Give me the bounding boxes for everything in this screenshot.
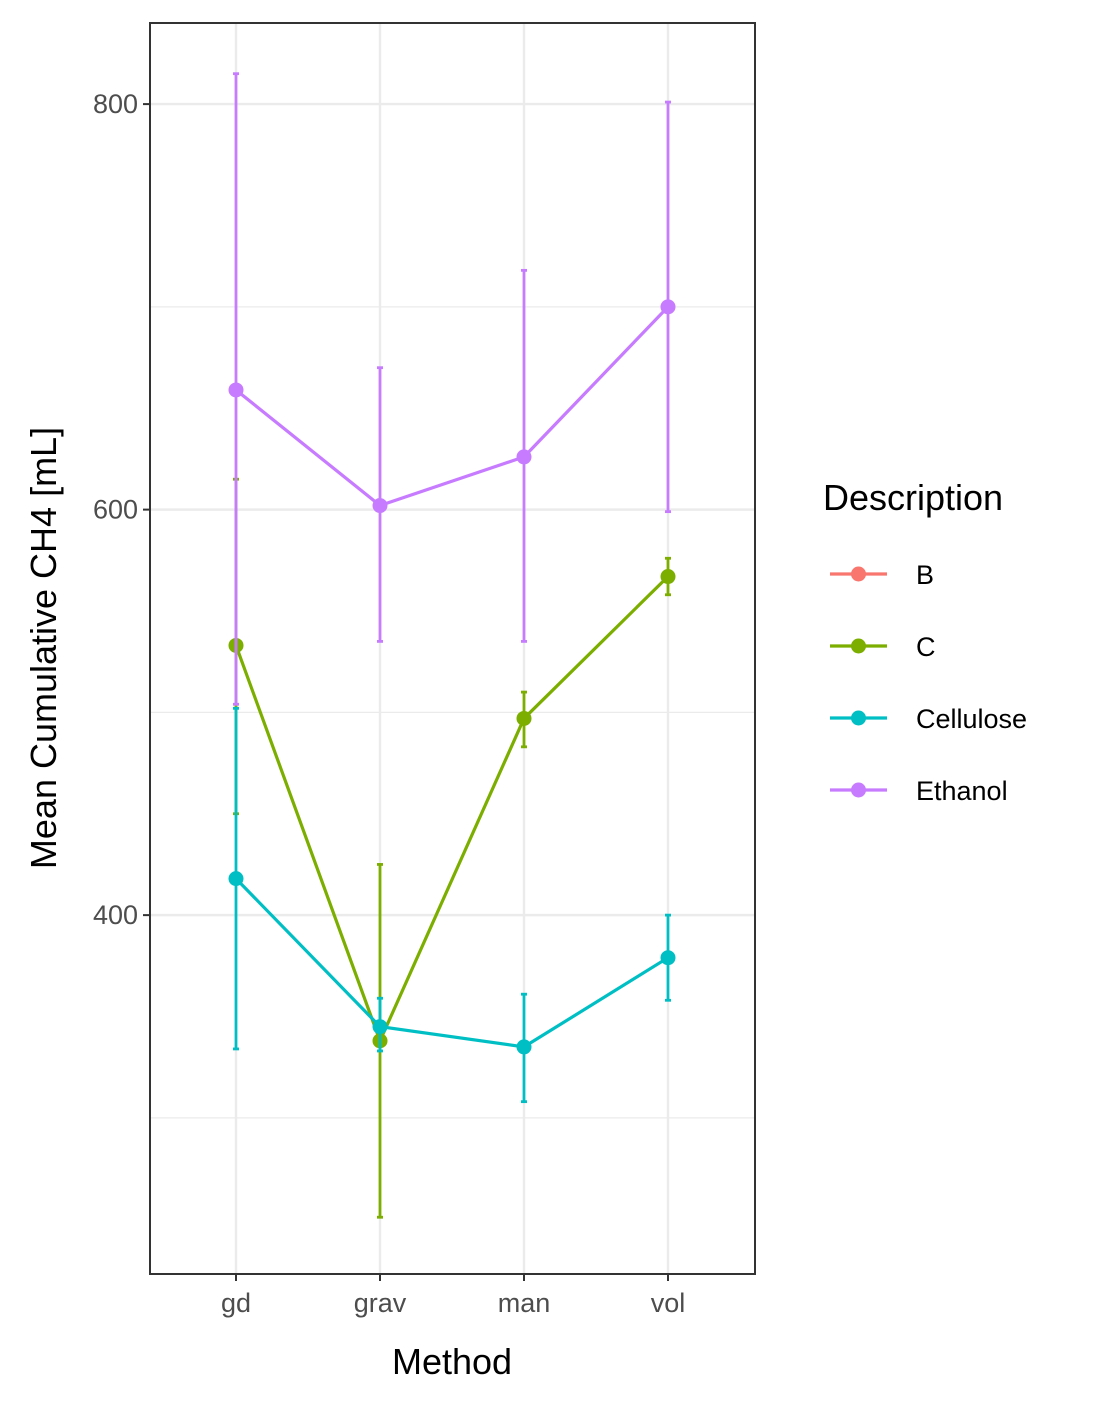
data-point-cellulose-gd <box>228 871 244 887</box>
legend: Description B C Cellulose Ethanol <box>823 477 1027 806</box>
data-point-cellulose-man <box>516 1039 532 1055</box>
legend-label-ethanol: Ethanol <box>916 776 1008 806</box>
series-line-c <box>234 575 670 1043</box>
series-line-cellulose <box>234 877 669 1049</box>
legend-key-point <box>851 638 866 654</box>
data-point-ethanol-gd <box>228 382 244 398</box>
x-tick-label-grav: grav <box>354 1288 407 1318</box>
data-point-cellulose-vol <box>660 950 676 966</box>
y-tick-label: 600 <box>93 495 138 525</box>
x-tick-label-gd: gd <box>221 1288 251 1318</box>
legend-key-point <box>851 566 866 582</box>
legend-label-c: C <box>916 632 936 662</box>
panel-border <box>149 22 756 1275</box>
legend-item-b: B <box>830 560 934 590</box>
x-tick-label-man: man <box>498 1288 551 1318</box>
legend-key-point <box>851 782 866 798</box>
legend-item-cellulose: Cellulose <box>830 704 1027 734</box>
series-cellulose <box>228 706 676 1104</box>
data-point-cellulose-grav <box>372 1019 388 1035</box>
x-axis-title: Method <box>392 1341 512 1382</box>
y-tick-label: 400 <box>93 900 138 930</box>
x-tick-label-vol: vol <box>651 1288 686 1318</box>
data-point-ethanol-man <box>516 449 532 465</box>
grid-minor <box>150 306 755 1119</box>
series-ethanol <box>228 72 676 706</box>
legend-label-b: B <box>916 560 934 590</box>
legend-label-cellulose: Cellulose <box>916 704 1027 734</box>
series-line-ethanol <box>234 305 670 508</box>
y-axis-title: Mean Cumulative CH4 [mL] <box>23 427 64 869</box>
data-point-ethanol-grav <box>372 498 388 514</box>
data-point-ethanol-vol <box>660 299 676 315</box>
legend-title: Description <box>823 477 1003 518</box>
y-tick-label: 800 <box>93 89 138 119</box>
axis-ticks <box>143 103 669 1281</box>
series-layer <box>228 72 676 1219</box>
legend-item-ethanol: Ethanol <box>830 776 1008 806</box>
data-point-c-man <box>516 710 532 726</box>
data-point-c-vol <box>660 569 676 585</box>
legend-key-point <box>851 710 866 726</box>
legend-item-c: C <box>830 632 936 662</box>
tick-labels: 400 600 800 gd grav man vol <box>93 89 685 1318</box>
